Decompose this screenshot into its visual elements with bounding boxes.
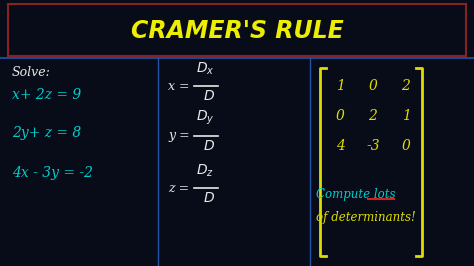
Text: z =: z = xyxy=(168,181,189,194)
Text: $\mathit{D}_{y}$: $\mathit{D}_{y}$ xyxy=(196,109,215,127)
Text: $\mathit{D}$: $\mathit{D}$ xyxy=(203,139,215,153)
Text: -3: -3 xyxy=(366,139,380,153)
Text: 4x - 3y = -2: 4x - 3y = -2 xyxy=(12,166,93,180)
Text: 2: 2 xyxy=(369,109,377,123)
Text: y =: y = xyxy=(168,130,190,143)
Text: $\mathit{D}$: $\mathit{D}$ xyxy=(203,89,215,103)
Text: $\mathit{D}_{z}$: $\mathit{D}_{z}$ xyxy=(196,163,214,179)
Text: $\mathit{D}$: $\mathit{D}$ xyxy=(203,191,215,205)
Text: 0: 0 xyxy=(401,139,410,153)
Text: x+ 2z = 9: x+ 2z = 9 xyxy=(12,88,81,102)
Text: CRAMER'S RULE: CRAMER'S RULE xyxy=(131,19,343,43)
Text: 2y+ z = 8: 2y+ z = 8 xyxy=(12,126,81,140)
Text: 4: 4 xyxy=(336,139,345,153)
Bar xyxy=(8,4,466,56)
Text: of determinants!: of determinants! xyxy=(316,211,416,224)
Text: Compute lots: Compute lots xyxy=(316,188,395,201)
Text: x =: x = xyxy=(168,80,190,93)
Text: 1: 1 xyxy=(336,79,345,93)
Text: 0: 0 xyxy=(336,109,345,123)
Text: $\mathit{D}_{x}$: $\mathit{D}_{x}$ xyxy=(196,61,215,77)
Text: 1: 1 xyxy=(401,109,410,123)
Text: Solve:: Solve: xyxy=(12,66,51,79)
Text: 0: 0 xyxy=(369,79,377,93)
Text: 2: 2 xyxy=(401,79,410,93)
